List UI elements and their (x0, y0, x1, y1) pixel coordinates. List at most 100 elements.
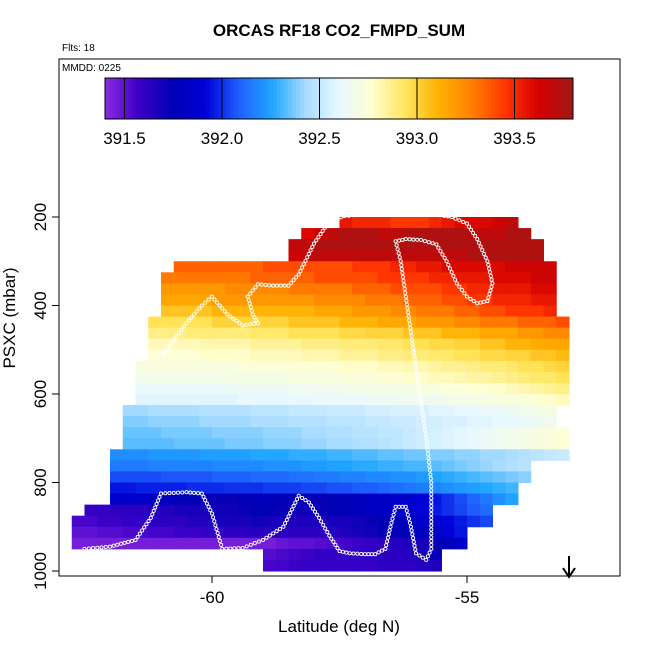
track-point (249, 308, 254, 313)
heatmap-cell (263, 416, 277, 428)
heatmap-cell (543, 283, 557, 295)
track-point (133, 537, 138, 543)
track-point (434, 242, 439, 247)
heatmap-cell (275, 471, 289, 483)
heatmap-cell (186, 471, 200, 483)
heatmap-cell (492, 349, 506, 362)
heatmap-cell (148, 449, 162, 461)
heatmap-cell (301, 261, 315, 273)
heatmap-cell (250, 537, 264, 550)
heatmap-cell (403, 349, 417, 362)
heatmap-cell (390, 471, 404, 483)
heatmap-cell (314, 305, 328, 318)
heatmap-cell (339, 537, 353, 550)
colorbar-swatch (331, 78, 336, 119)
heatmap-cell (199, 504, 213, 517)
track-point (447, 266, 453, 271)
track-point (180, 490, 185, 495)
track-point (402, 286, 407, 291)
heatmap-cell (186, 338, 200, 351)
heatmap-cell (122, 482, 136, 495)
heatmap-cell (314, 272, 328, 284)
track-point (308, 248, 313, 253)
track-point (412, 357, 417, 362)
track-point (446, 262, 451, 267)
heatmap-cells (71, 217, 570, 572)
heatmap-cell (237, 349, 251, 362)
heatmap-cell (428, 250, 442, 262)
heatmap-cell (518, 305, 532, 318)
track-point (176, 331, 181, 336)
track-point (201, 494, 206, 499)
heatmap-cell (428, 438, 442, 450)
heatmap-cell (365, 294, 379, 306)
heatmap-cell (428, 338, 442, 351)
track-point (225, 312, 230, 317)
heatmap-cell (530, 371, 544, 384)
heatmap-cell (390, 548, 404, 561)
track-point (389, 520, 394, 525)
heatmap-cell (263, 504, 277, 517)
track-point (489, 284, 494, 289)
heatmap-cell (288, 438, 302, 450)
heatmap-cell (390, 504, 404, 517)
track-point (391, 512, 396, 517)
heatmap-cell (301, 272, 315, 284)
heatmap-cell (492, 327, 506, 340)
chart-title: ORCAS RF18 CO2_FMPD_SUM (213, 21, 465, 40)
heatmap-cell (505, 239, 519, 251)
track-point (288, 510, 293, 516)
heatmap-cell (441, 228, 455, 240)
heatmap-cell (454, 261, 468, 273)
heatmap-cell (224, 405, 238, 417)
track-point (291, 278, 296, 283)
heatmap-cell (518, 427, 532, 439)
heatmap-cell (556, 327, 570, 340)
heatmap-cell (161, 283, 175, 295)
heatmap-cell (288, 305, 302, 318)
heatmap-cell (173, 338, 187, 351)
track-point (244, 322, 249, 327)
colorbar-swatch (565, 78, 570, 119)
heatmap-cell (135, 382, 149, 395)
colorbar-swatch (498, 78, 504, 119)
heatmap-cell (492, 217, 506, 229)
heatmap-cell (122, 504, 136, 517)
track-point (419, 404, 424, 409)
track-point (415, 377, 420, 382)
heatmap-cell (454, 217, 468, 229)
heatmap-cell (390, 305, 404, 318)
track-point (481, 251, 487, 256)
heatmap-cell (250, 261, 264, 273)
track-point (289, 507, 294, 512)
heatmap-cell (250, 327, 264, 340)
heatmap-cell (199, 394, 213, 406)
heatmap-cell (352, 427, 366, 439)
heatmap-cell (237, 283, 251, 295)
heatmap-cell (326, 349, 340, 362)
track-point (347, 551, 352, 556)
heatmap-cell (543, 349, 557, 362)
heatmap-cell (454, 526, 468, 539)
heatmap-cell (556, 449, 570, 461)
heatmap-cell (416, 228, 430, 240)
colorbar-swatch (518, 78, 523, 119)
track-point (428, 472, 433, 477)
heatmap-cell (275, 382, 289, 395)
heatmap-cell (186, 294, 200, 306)
heatmap-cell (505, 394, 519, 406)
heatmap-cell (416, 261, 430, 273)
heatmap-cell (505, 283, 519, 295)
colorbar-swatch (514, 78, 519, 119)
heatmap-cell (326, 515, 340, 528)
track-point (254, 318, 259, 323)
heatmap-cell (518, 250, 532, 262)
track-point (192, 312, 197, 317)
heatmap-cell (314, 504, 328, 517)
track-point (317, 515, 322, 520)
heatmap-cell (377, 405, 391, 417)
heatmap-cell (224, 526, 238, 539)
heatmap-cell (518, 272, 532, 284)
heatmap-cell (390, 416, 404, 428)
track-point (161, 353, 166, 358)
